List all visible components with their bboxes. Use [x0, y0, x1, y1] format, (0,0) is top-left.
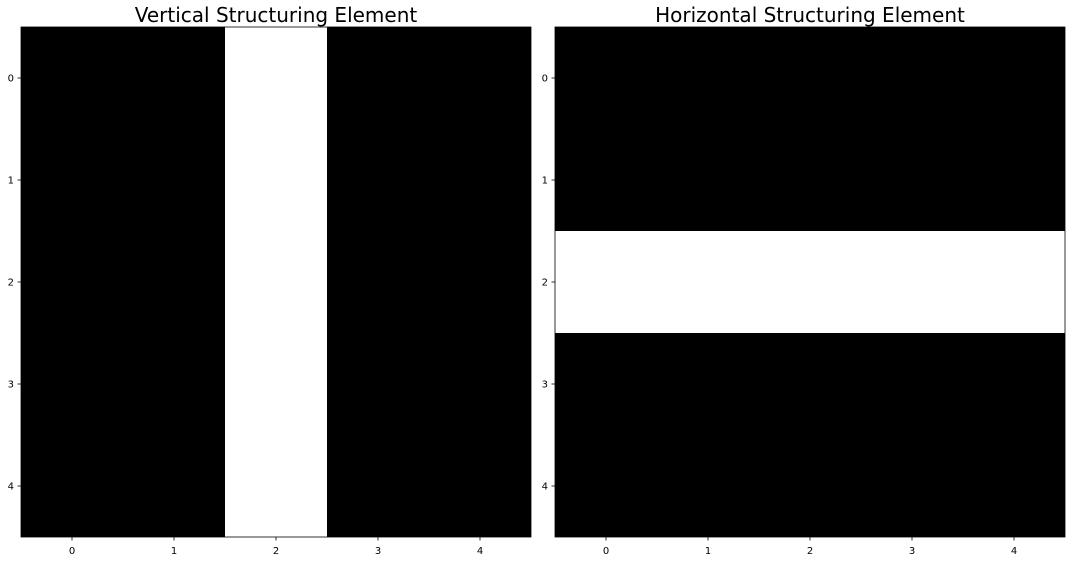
heatmap-cell	[861, 435, 963, 537]
heatmap-cell	[327, 435, 429, 537]
x-tick-label: 3	[375, 546, 381, 557]
y-tick-label: 0	[8, 74, 14, 85]
heatmap-cell	[225, 333, 327, 435]
heatmap-cell	[225, 129, 327, 231]
y-tick-label: 4	[542, 482, 548, 493]
heatmap-cell	[963, 129, 1065, 231]
heatmap-cell	[21, 231, 123, 333]
x-tick-label: 0	[603, 546, 609, 557]
chart-title: Vertical Structuring Element	[135, 3, 418, 27]
heatmap-cell	[657, 129, 759, 231]
x-tick-label: 2	[807, 546, 813, 557]
heatmap-cell	[429, 27, 531, 129]
heatmap-cells	[555, 27, 1065, 537]
heatmap-cell	[555, 129, 657, 231]
heatmap-cell	[429, 129, 531, 231]
heatmap-cell	[327, 333, 429, 435]
heatmap-cell	[759, 231, 861, 333]
heatmap-cell	[759, 129, 861, 231]
y-tick-label: 3	[542, 380, 548, 391]
x-tick-label: 0	[69, 546, 75, 557]
heatmap-cell	[759, 435, 861, 537]
heatmap-cell	[327, 231, 429, 333]
y-axis: 0 1 2 3 4	[8, 74, 21, 493]
heatmap-cell	[123, 231, 225, 333]
heatmap-cell	[123, 435, 225, 537]
y-tick-label: 2	[542, 278, 548, 289]
heatmap-cell	[657, 435, 759, 537]
heatmap-cell	[123, 129, 225, 231]
heatmap-cell	[861, 27, 963, 129]
y-tick-label: 1	[8, 176, 14, 187]
heatmap-cell	[963, 333, 1065, 435]
heatmap-cell	[123, 333, 225, 435]
heatmap-cell	[429, 435, 531, 537]
x-axis: 0 1 2 3 4	[603, 537, 1017, 557]
horizontal-element-panel: Horizontal Structuring Element 0 1 2 3 4 0 1 2…	[542, 3, 1066, 557]
x-tick-label: 4	[1011, 546, 1017, 557]
x-tick-label: 1	[705, 546, 711, 557]
y-axis: 0 1 2 3 4	[542, 74, 555, 493]
heatmap-cell	[963, 231, 1065, 333]
heatmap-cell	[861, 129, 963, 231]
heatmap-cell	[21, 129, 123, 231]
y-tick-label: 1	[542, 176, 548, 187]
heatmap-cell	[555, 435, 657, 537]
x-tick-label: 2	[273, 546, 279, 557]
heatmap-cell	[429, 231, 531, 333]
x-axis: 0 1 2 3 4	[69, 537, 483, 557]
y-tick-label: 3	[8, 380, 14, 391]
x-tick-label: 3	[909, 546, 915, 557]
heatmap-cell	[555, 231, 657, 333]
y-tick-label: 0	[542, 74, 548, 85]
heatmap-cell	[327, 27, 429, 129]
heatmap-cell	[225, 435, 327, 537]
heatmap-cell	[21, 435, 123, 537]
heatmap-cell	[657, 231, 759, 333]
heatmap-cell	[21, 333, 123, 435]
heatmap-cell	[759, 27, 861, 129]
heatmap-cell	[861, 231, 963, 333]
heatmap-cell	[123, 27, 225, 129]
heatmap-cell	[555, 27, 657, 129]
vertical-element-panel: Vertical Structuring Element 0 1 2 3 4 0 1 2 3 4	[8, 3, 532, 557]
heatmap-cell	[759, 333, 861, 435]
heatmap-cell	[657, 333, 759, 435]
heatmap-cell	[21, 27, 123, 129]
heatmap-cell	[963, 27, 1065, 129]
chart-title: Horizontal Structuring Element	[655, 3, 965, 27]
heatmap-cell	[861, 333, 963, 435]
heatmap-cell	[225, 231, 327, 333]
heatmap-cell	[429, 333, 531, 435]
heatmap-cell	[555, 333, 657, 435]
y-tick-label: 4	[8, 482, 14, 493]
heatmap-cell	[225, 27, 327, 129]
x-tick-label: 4	[477, 546, 483, 557]
heatmap-cell	[963, 435, 1065, 537]
y-tick-label: 2	[8, 278, 14, 289]
heatmap-cells	[21, 27, 531, 537]
heatmap-cell	[327, 129, 429, 231]
heatmap-cell	[657, 27, 759, 129]
x-tick-label: 1	[171, 546, 177, 557]
